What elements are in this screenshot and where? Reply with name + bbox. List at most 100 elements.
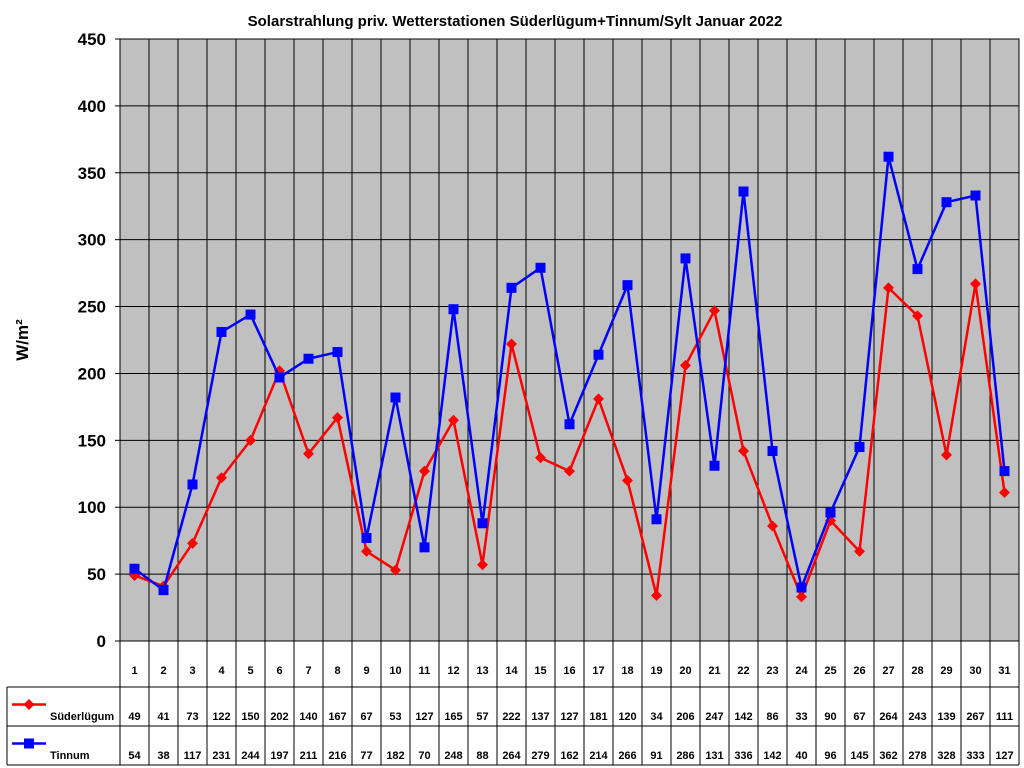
x-tick-label: 23 bbox=[766, 665, 778, 677]
data-point bbox=[622, 280, 633, 291]
x-tick-label: 7 bbox=[305, 665, 311, 677]
data-label: 91 bbox=[650, 750, 662, 762]
series-s-derl-gum bbox=[129, 278, 1010, 603]
data-label: 145 bbox=[850, 750, 868, 762]
x-tick-label: 6 bbox=[276, 665, 282, 677]
data-point bbox=[332, 412, 343, 424]
x-tick-label: 8 bbox=[334, 665, 340, 677]
data-label: 88 bbox=[476, 750, 488, 762]
data-point bbox=[651, 514, 662, 525]
data-label: 38 bbox=[157, 750, 169, 762]
data-point bbox=[477, 518, 488, 529]
data-point bbox=[883, 151, 894, 162]
data-point bbox=[390, 392, 401, 403]
data-point bbox=[419, 465, 430, 477]
data-label: 142 bbox=[763, 750, 781, 762]
data-point bbox=[506, 338, 517, 350]
data-label: 211 bbox=[300, 750, 318, 762]
data-label: 222 bbox=[502, 711, 520, 723]
data-point bbox=[622, 474, 633, 486]
data-label: 96 bbox=[824, 750, 836, 762]
x-tick-label: 3 bbox=[189, 665, 195, 677]
data-point bbox=[274, 372, 285, 383]
data-point bbox=[564, 419, 575, 430]
data-label: 33 bbox=[795, 711, 807, 723]
data-point bbox=[448, 304, 459, 315]
data-label: 142 bbox=[734, 711, 752, 723]
data-label: 248 bbox=[444, 750, 462, 762]
data-label: 117 bbox=[184, 750, 202, 762]
data-label: 286 bbox=[676, 750, 694, 762]
x-tick-label: 22 bbox=[737, 665, 749, 677]
data-point bbox=[361, 545, 372, 557]
data-point bbox=[245, 309, 256, 320]
x-tick-label: 30 bbox=[969, 665, 981, 677]
x-tick-label: 27 bbox=[882, 665, 894, 677]
data-label: 67 bbox=[360, 711, 372, 723]
x-tick-label: 25 bbox=[824, 665, 836, 677]
data-label: 137 bbox=[531, 711, 549, 723]
data-label: 127 bbox=[995, 750, 1013, 762]
data-label: 140 bbox=[299, 711, 317, 723]
data-point bbox=[680, 253, 691, 264]
data-label: 247 bbox=[705, 711, 723, 723]
x-tick-label: 9 bbox=[363, 665, 369, 677]
x-tick-label: 28 bbox=[911, 665, 923, 677]
data-point bbox=[796, 591, 807, 603]
data-label: 162 bbox=[560, 750, 578, 762]
data-label: 182 bbox=[386, 750, 404, 762]
data-label: 244 bbox=[241, 750, 260, 762]
data-label: 197 bbox=[270, 750, 288, 762]
data-point bbox=[593, 349, 604, 360]
data-point bbox=[883, 282, 894, 294]
data-label: 139 bbox=[937, 711, 955, 723]
data-point bbox=[303, 448, 314, 460]
data-label: 167 bbox=[328, 711, 346, 723]
data-label: 53 bbox=[389, 711, 401, 723]
data-point bbox=[187, 479, 198, 490]
data-label: 120 bbox=[618, 711, 636, 723]
data-point bbox=[535, 262, 546, 273]
data-point bbox=[796, 582, 807, 593]
data-point bbox=[158, 585, 169, 596]
data-point bbox=[564, 465, 575, 477]
data-label: 165 bbox=[444, 711, 462, 723]
x-tick-label: 16 bbox=[563, 665, 575, 677]
data-point bbox=[535, 452, 546, 464]
data-point bbox=[24, 738, 34, 749]
data-point bbox=[825, 507, 836, 518]
data-point bbox=[332, 347, 343, 358]
data-point bbox=[419, 542, 430, 553]
data-point bbox=[999, 466, 1010, 477]
plot-background bbox=[119, 38, 1020, 642]
data-point bbox=[738, 445, 749, 457]
data-label: 202 bbox=[270, 711, 288, 723]
x-tick-label: 17 bbox=[592, 665, 604, 677]
data-label: 122 bbox=[212, 711, 230, 723]
data-point bbox=[854, 545, 865, 557]
data-point bbox=[23, 699, 35, 710]
data-label: 278 bbox=[908, 750, 926, 762]
data-label: 127 bbox=[560, 711, 578, 723]
data-label: 70 bbox=[418, 750, 430, 762]
x-tick-label: 21 bbox=[708, 665, 720, 677]
data-label: 86 bbox=[766, 711, 778, 723]
data-table: 1 2 3 4 5 6 7 8 9 10 11 12 13 14 15 16 17 18 19 20 21 22 23 24 2… bbox=[6, 39, 1020, 766]
legend-label: Süderlügum bbox=[50, 711, 114, 723]
y-tick-label: 0 bbox=[97, 632, 106, 651]
data-label: 49 bbox=[128, 711, 140, 723]
data-point bbox=[767, 446, 778, 457]
data-point bbox=[245, 434, 256, 446]
data-point bbox=[709, 305, 720, 317]
data-label: 243 bbox=[908, 711, 926, 723]
x-tick-label: 18 bbox=[621, 665, 633, 677]
data-point bbox=[651, 590, 662, 602]
data-label: 231 bbox=[212, 750, 230, 762]
data-label: 67 bbox=[853, 711, 865, 723]
data-point bbox=[390, 564, 401, 576]
x-tick-label: 5 bbox=[247, 665, 253, 677]
y-tick-label: 450 bbox=[78, 30, 106, 49]
legend-label: Tinnum bbox=[50, 750, 90, 762]
data-label: 127 bbox=[415, 711, 433, 723]
data-label: 264 bbox=[502, 750, 521, 762]
